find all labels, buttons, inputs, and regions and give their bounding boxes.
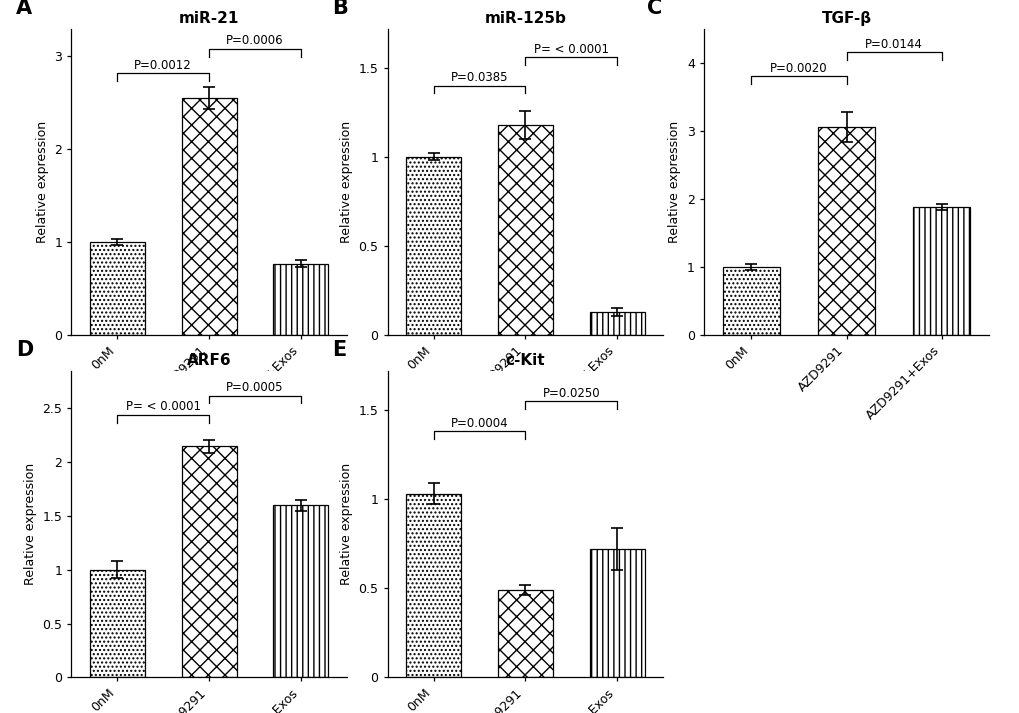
Text: P=0.0005: P=0.0005: [226, 381, 283, 394]
Bar: [406, 493, 461, 677]
Y-axis label: Relative expression: Relative expression: [339, 463, 353, 585]
Y-axis label: Relative expression: Relative expression: [339, 120, 353, 243]
Text: P=0.0385: P=0.0385: [450, 71, 507, 84]
Text: P=0.0006: P=0.0006: [226, 34, 283, 48]
Text: P=0.0004: P=0.0004: [450, 417, 507, 430]
Title: ARF6: ARF6: [186, 353, 231, 368]
Title: c-Kit: c-Kit: [505, 353, 544, 368]
Title: TGF-β: TGF-β: [820, 11, 871, 26]
Bar: [181, 98, 236, 335]
Text: C: C: [646, 0, 661, 18]
Text: B: B: [332, 0, 348, 18]
Y-axis label: Relative expression: Relative expression: [36, 120, 49, 243]
Text: A: A: [16, 0, 33, 18]
Title: miR-125b: miR-125b: [484, 11, 566, 26]
Bar: [722, 267, 780, 335]
Bar: [90, 242, 145, 335]
Bar: [181, 446, 236, 677]
Text: P= < 0.0001: P= < 0.0001: [125, 400, 201, 414]
Bar: [497, 590, 552, 677]
Bar: [589, 312, 644, 335]
Text: D: D: [16, 340, 34, 360]
Y-axis label: Relative expression: Relative expression: [23, 463, 37, 585]
Text: P=0.0012: P=0.0012: [135, 58, 192, 71]
Bar: [90, 570, 145, 677]
Bar: [273, 506, 328, 677]
Bar: [497, 125, 552, 335]
Y-axis label: Relative expression: Relative expression: [667, 120, 681, 243]
Bar: [912, 207, 969, 335]
Bar: [817, 128, 874, 335]
Text: P=0.0250: P=0.0250: [542, 386, 599, 399]
Bar: [273, 264, 328, 335]
Title: miR-21: miR-21: [178, 11, 239, 26]
Text: P= < 0.0001: P= < 0.0001: [533, 43, 608, 56]
Bar: [589, 549, 644, 677]
Bar: [406, 157, 461, 335]
Text: P=0.0020: P=0.0020: [769, 62, 827, 75]
Text: E: E: [332, 340, 346, 360]
Text: P=0.0144: P=0.0144: [864, 38, 922, 51]
